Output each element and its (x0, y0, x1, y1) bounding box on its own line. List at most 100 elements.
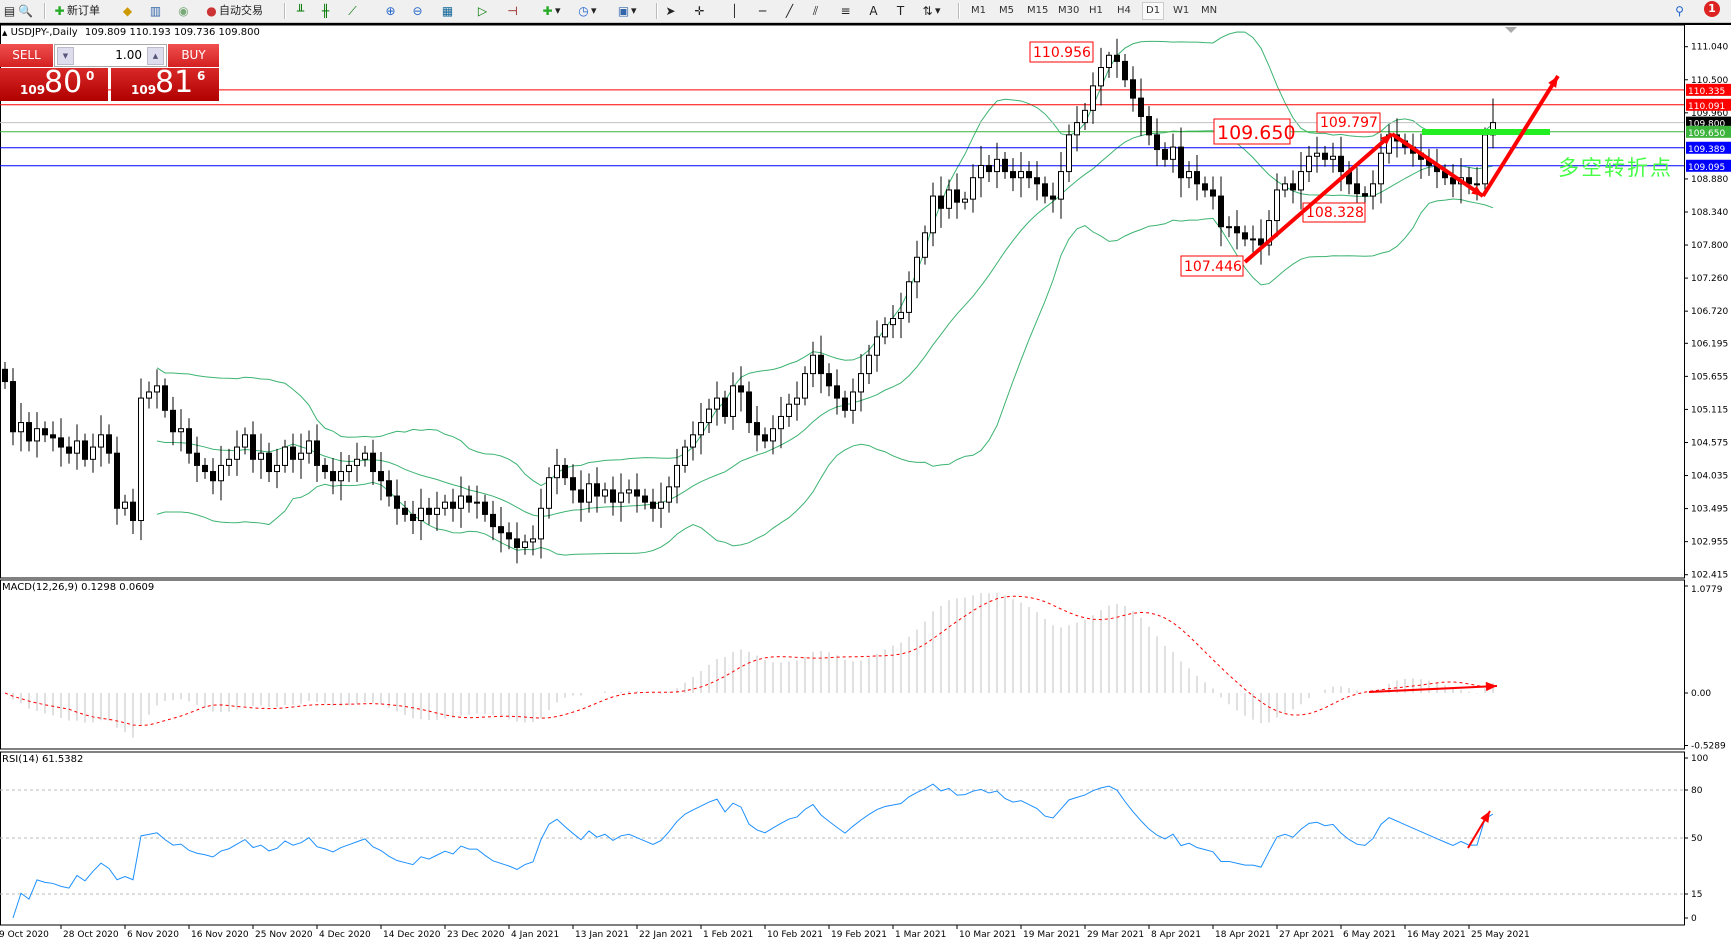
arrows-icon[interactable]: ⇅ ▾ (922, 3, 941, 18)
templates-icon[interactable]: ▣ ▾ (617, 3, 637, 18)
candle-body (1050, 195, 1056, 200)
timeframe-m15[interactable]: M15 (1027, 5, 1049, 16)
collapse-triangle-icon[interactable]: ▲ (2, 29, 8, 37)
timeframe-mn[interactable]: MN (1201, 5, 1218, 16)
candle-body (746, 391, 752, 424)
lot-decrease-button[interactable]: ▼ (57, 47, 74, 65)
candle-body (242, 434, 248, 448)
main-chart-panel (0, 24, 1685, 579)
timeframe-h1[interactable]: H1 (1089, 5, 1103, 16)
candle-body (842, 397, 848, 411)
crosshair-icon[interactable]: ✛ (694, 3, 705, 18)
trend-arrow-down (1390, 132, 1485, 198)
line-chart-icon[interactable]: ⟋ (348, 3, 357, 18)
candle-body (506, 532, 512, 540)
signals-icon[interactable]: ◉ (178, 3, 189, 18)
notifications-button[interactable]: 1 (1704, 0, 1720, 17)
macd-tick-label: -0.5289 (1691, 742, 1726, 752)
candle-body (1106, 54, 1112, 69)
indicators-icon[interactable]: ✚ ▾ (542, 3, 561, 18)
channel-icon[interactable]: ⫽ (812, 3, 819, 18)
chart-shift-icon[interactable]: ⊣ (507, 3, 518, 18)
candle-body (1154, 134, 1160, 151)
chart-window[interactable] (0, 23, 1731, 942)
candle-body (1482, 134, 1488, 185)
timeframe-w1[interactable]: W1 (1173, 5, 1190, 16)
price-annotation: 107.446 (1184, 259, 1242, 275)
price-level-label: 109.800 (1688, 120, 1725, 130)
price-level-badge (1686, 116, 1731, 129)
vertical-line-icon[interactable]: │ (730, 3, 739, 18)
price-tick-label: 102.955 (1691, 538, 1728, 548)
timeframe-m30[interactable]: M30 (1058, 5, 1080, 16)
horizontal-line-icon[interactable]: ─ (758, 3, 767, 18)
candle-body (306, 440, 312, 454)
candle-body (850, 391, 856, 411)
candle-body (1466, 177, 1472, 185)
date-tick-label: 23 Dec 2020 (447, 930, 505, 940)
price-level-badge (1686, 141, 1731, 154)
candle-body (474, 501, 480, 504)
sell-price-button[interactable]: 109 80 0 (0, 65, 108, 101)
candle-body (282, 446, 288, 466)
price-tick-label: 105.655 (1691, 372, 1728, 382)
candle-body (754, 422, 760, 436)
support-zone-bar (1422, 129, 1550, 135)
candle-body (970, 177, 976, 200)
timeframe-m1[interactable]: M1 (971, 5, 986, 16)
tile-icon[interactable]: ▦ (441, 3, 454, 18)
timeframe-d1[interactable]: D1 (1142, 2, 1165, 20)
trendline-icon[interactable]: ╱ (785, 3, 794, 18)
autoscroll-icon[interactable]: ▷ (477, 3, 488, 18)
zoom-window-icon[interactable]: 🔍 (18, 3, 33, 18)
label-icon[interactable]: T (896, 3, 905, 18)
candle-body (42, 428, 48, 436)
auto-trading-button[interactable]: ● 自动交易 (204, 2, 263, 19)
candle-body (186, 428, 192, 454)
candle-body (82, 440, 88, 460)
candle-body (786, 403, 792, 417)
timeframe-h4[interactable]: H4 (1117, 5, 1131, 16)
bollinger-band-middle (156, 130, 1494, 518)
date-tick-label: 9 Oct 2020 (0, 930, 49, 940)
candle-body (1226, 226, 1232, 229)
zoom-in-icon[interactable]: ⊕ (385, 3, 396, 18)
candle-body (514, 538, 520, 548)
timeframe-m5[interactable]: M5 (999, 5, 1014, 16)
sell-button[interactable]: SELL (0, 44, 53, 67)
periods-icon[interactable]: ◷ ▾ (578, 3, 597, 18)
candle-body (250, 434, 256, 460)
lot-increase-button[interactable]: ▲ (147, 47, 164, 65)
candle-body (1130, 79, 1136, 99)
date-tick-label: 6 May 2021 (1343, 930, 1396, 940)
market-watch-icon[interactable]: ◆ (122, 3, 133, 18)
candlestick-icon[interactable]: ╫ (321, 3, 330, 18)
candle-body (930, 195, 936, 234)
search-icon[interactable]: ⚲ (1675, 3, 1684, 18)
candle-body (874, 336, 880, 356)
profiles-icon[interactable]: ▤ (3, 3, 16, 18)
lot-size-input[interactable]: ▼ 1.00 ▲ (54, 44, 167, 67)
candle-body (578, 489, 584, 503)
candle-body (450, 501, 456, 509)
buy-price-button[interactable]: 109 81 6 (111, 65, 219, 101)
bar-chart-icon[interactable]: ╨ (296, 3, 305, 18)
new-order-button[interactable]: ✚ 新订单 (52, 2, 100, 19)
date-tick-label: 6 Nov 2020 (127, 930, 179, 940)
price-annotation-box (1316, 112, 1381, 133)
lot-value[interactable]: 1.00 (115, 48, 142, 62)
fibonacci-icon[interactable]: ≡ (840, 3, 851, 18)
zoom-out-icon[interactable]: ⊖ (412, 3, 423, 18)
data-window-icon[interactable]: ▥ (149, 3, 162, 18)
buy-price-big-figure: 109 (131, 83, 157, 97)
price-level-badge (1686, 159, 1731, 172)
candle-body (1122, 60, 1128, 81)
reversal-point-annotation[interactable]: 多空转折点 (1558, 156, 1673, 180)
price-level-label: 109.389 (1688, 145, 1725, 155)
text-icon[interactable]: A (869, 3, 878, 18)
cursor-icon[interactable]: ➤ (665, 3, 676, 18)
buy-button[interactable]: BUY (168, 44, 219, 67)
candle-body (1026, 171, 1032, 179)
price-level-label: 109.650 (1688, 129, 1725, 139)
